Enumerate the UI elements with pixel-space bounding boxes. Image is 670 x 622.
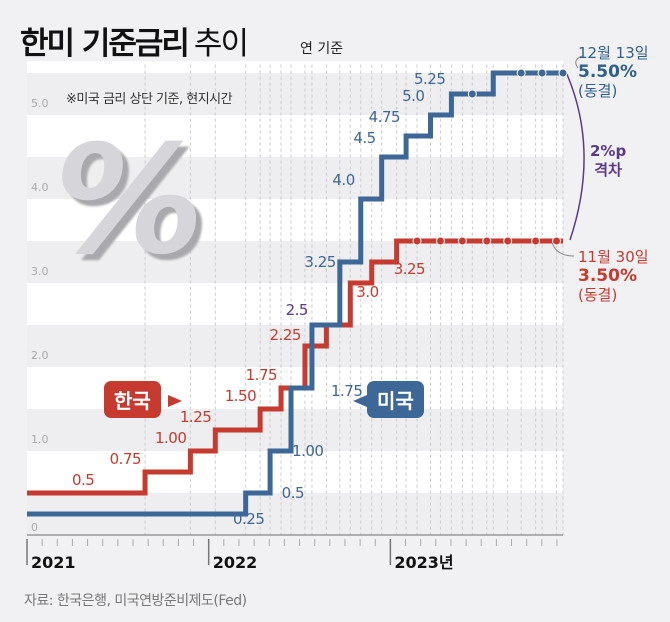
data-label: 4.75 — [369, 108, 400, 126]
legend-pointer — [353, 395, 367, 407]
data-label: 1.00 — [292, 442, 323, 460]
legend-us: 미국 — [367, 381, 424, 418]
leader-line — [551, 241, 575, 257]
y-tick-label: 2.0 — [31, 349, 49, 362]
title-bold: 한미 기준금리 — [20, 26, 190, 62]
us-date: 12월 13일 — [578, 44, 649, 62]
grid-band — [27, 451, 563, 493]
grid-band — [27, 325, 563, 367]
legend-pointer — [168, 395, 182, 407]
hold-marker — [516, 68, 526, 78]
gap-value: 2%p — [590, 142, 627, 160]
page-title: 한미 기준금리 추이 — [20, 18, 249, 63]
gap-bracket — [565, 71, 585, 241]
hold-marker — [537, 68, 547, 78]
us-annotation: 12월 13일 5.50% (동결) — [578, 44, 649, 101]
data-label: 3.25 — [394, 260, 425, 278]
hold-marker — [457, 236, 467, 246]
grid-band — [27, 115, 563, 157]
hold-marker — [482, 236, 492, 246]
y-tick-label: 0 — [31, 521, 38, 534]
leader-line — [575, 55, 583, 69]
footnote: ※미국 금리 상단 기준, 현지시간 — [66, 92, 233, 107]
unit-label: 연 기준 — [300, 41, 344, 57]
x-tick-label: 2021 — [31, 553, 76, 572]
data-label: 3.0 — [356, 283, 378, 301]
data-label: 1.25 — [180, 408, 211, 426]
gap-label: 격차 — [594, 161, 622, 179]
hold-marker — [531, 236, 541, 246]
korea-annotation: 11월 30일 3.50% (동결) — [578, 248, 649, 305]
data-label: 1.50 — [225, 387, 256, 405]
hold-marker — [503, 236, 513, 246]
y-tick-label: 1.0 — [31, 433, 49, 446]
korea-date: 11월 30일 — [578, 248, 649, 266]
data-label: 1.75 — [246, 366, 277, 384]
data-label: 3.25 — [304, 253, 335, 271]
data-label: 4.0 — [332, 171, 354, 189]
hold-marker — [558, 68, 568, 78]
y-tick-label: 5.0 — [31, 97, 49, 110]
percent-decoration: % — [54, 114, 204, 288]
data-label: 0.25 — [233, 510, 264, 528]
grid-band — [27, 283, 563, 325]
data-label: 0.5 — [282, 484, 304, 502]
data-label: 2.25 — [270, 326, 301, 344]
x-tick-label: 2023년 — [394, 553, 453, 572]
grid-band — [27, 157, 563, 199]
source: 자료: 한국은행, 미국연방준비제도(Fed) — [24, 593, 247, 609]
data-label: 2.5 — [286, 301, 308, 319]
grid-band — [27, 241, 563, 283]
hold-marker — [552, 236, 562, 246]
hold-marker — [412, 236, 422, 246]
korea-rate: 3.50% — [578, 266, 637, 286]
us-line — [27, 70, 563, 517]
grid-band — [27, 199, 563, 241]
title-light: 추이 — [193, 26, 249, 62]
y-tick-label: 4.0 — [31, 181, 49, 194]
data-label: 4.5 — [353, 129, 375, 147]
hold-marker — [467, 89, 477, 99]
gap-annotation: 2%p 격차 — [590, 142, 626, 180]
grid-band — [27, 61, 563, 73]
y-tick-label: 3.0 — [31, 265, 49, 278]
korea-status: (동결) — [578, 286, 618, 304]
data-label: 1.75 — [331, 382, 362, 400]
us-rate: 5.50% — [578, 62, 637, 82]
us-status: (동결) — [578, 82, 618, 100]
data-label: 5.0 — [402, 87, 424, 105]
x-tick-label: 2022 — [213, 553, 258, 572]
data-label: 1.00 — [155, 429, 186, 447]
legend-korea: 한국 — [104, 381, 161, 418]
data-label: 5.25 — [414, 70, 445, 88]
hold-marker — [435, 236, 445, 246]
data-label: 0.5 — [72, 471, 94, 489]
data-label: 0.75 — [110, 450, 141, 468]
